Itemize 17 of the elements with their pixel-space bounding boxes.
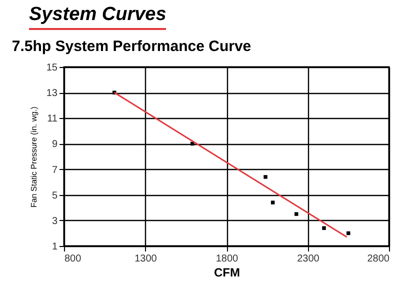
- x-axis-title: CFM: [214, 266, 240, 280]
- y-tick-label: 15: [46, 62, 58, 74]
- x-tick-label: 800: [64, 254, 82, 264]
- y-tick-label: 1: [52, 242, 58, 252]
- x-tick-label: 2800: [367, 254, 390, 264]
- y-tick-label: 3: [52, 216, 58, 227]
- chart-title: System Curves: [29, 4, 166, 30]
- x-tick-label: 2300: [297, 254, 320, 264]
- y-tick-label: 11: [47, 114, 58, 125]
- x-tick-label: 1800: [216, 254, 239, 264]
- y-tick-label: 5: [52, 190, 58, 202]
- y-tick-label: 9: [52, 139, 58, 150]
- chart-subtitle: 7.5hp System Performance Curve: [12, 38, 252, 55]
- y-tick-label: 13: [46, 88, 58, 100]
- y-axis-title: Fan Static Pressure (in. wg.): [29, 106, 38, 208]
- x-tick-label: 1300: [134, 254, 158, 264]
- y-tick-label: 7: [52, 164, 58, 176]
